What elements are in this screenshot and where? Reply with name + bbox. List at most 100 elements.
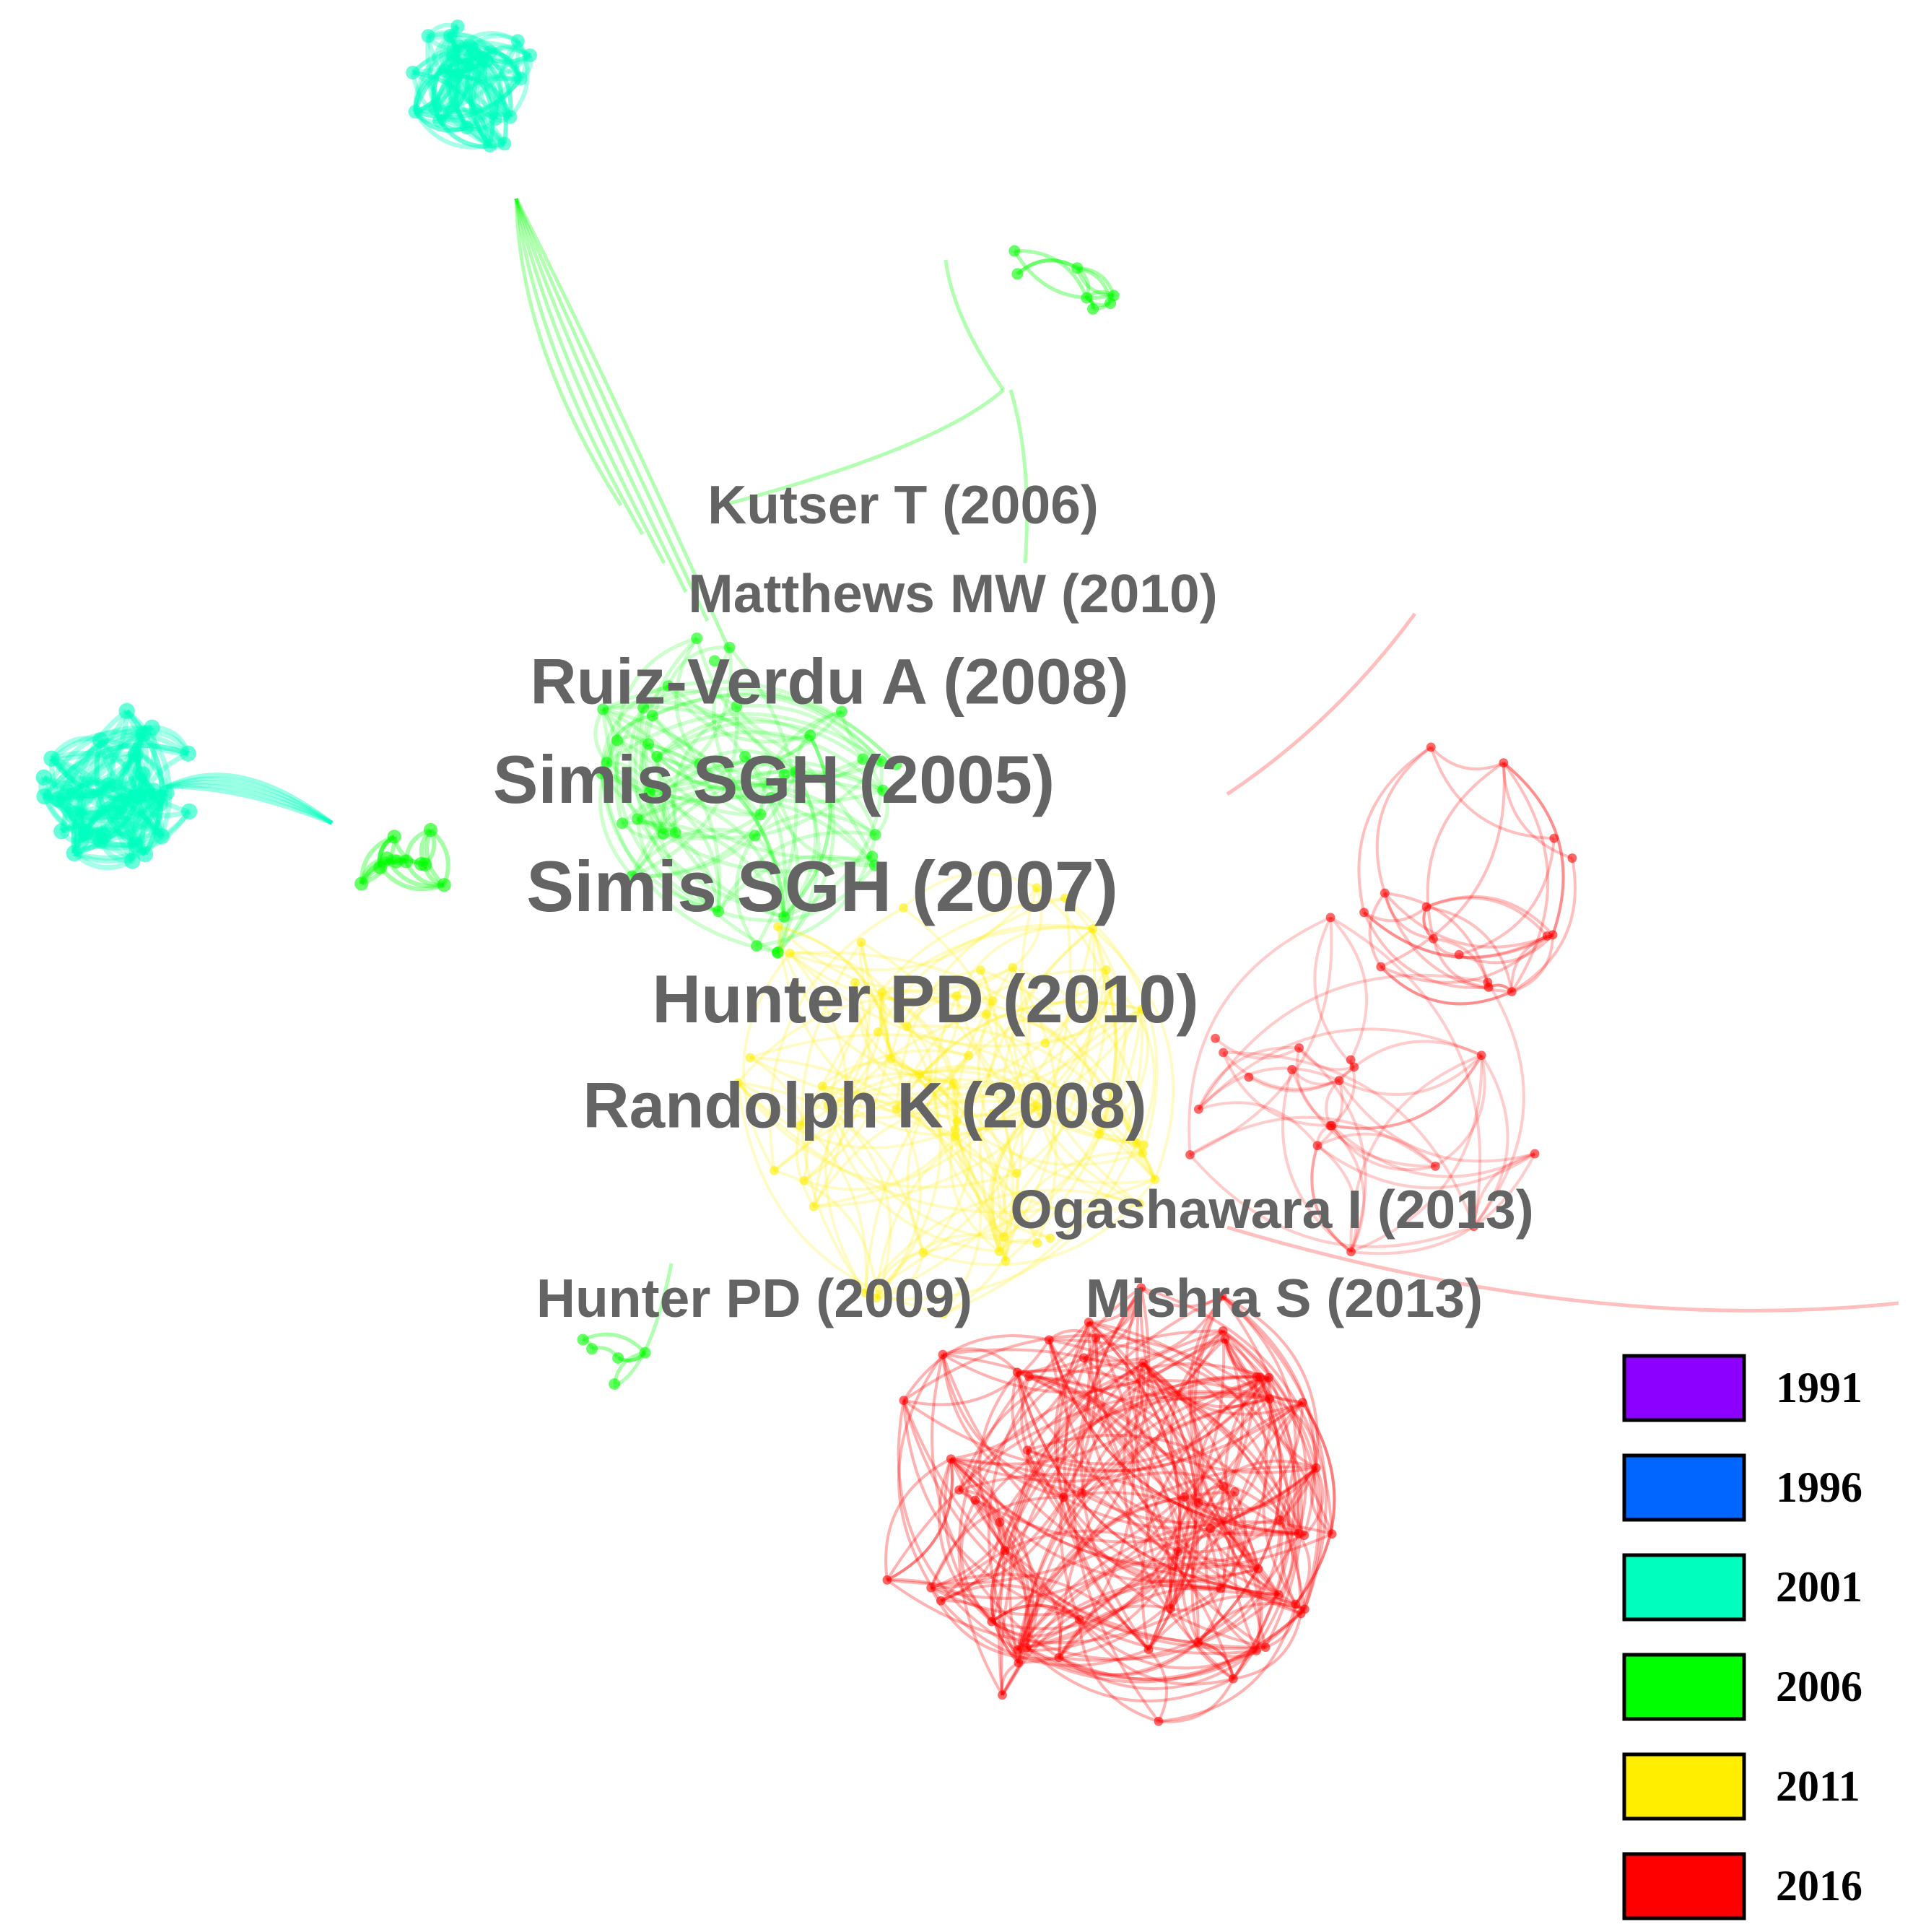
edge [1084, 1295, 1224, 1363]
node [1040, 1038, 1050, 1048]
node-label: Randolph K (2008) [583, 1069, 1146, 1141]
edge [1510, 934, 1548, 992]
edge [853, 983, 920, 1076]
node [107, 804, 124, 821]
edge [1083, 1357, 1261, 1401]
node [1311, 1463, 1321, 1473]
edge [1087, 1322, 1280, 1596]
node [354, 876, 369, 891]
edge [775, 771, 821, 954]
edge [655, 754, 785, 791]
edge [471, 59, 492, 147]
edge [789, 887, 1038, 972]
edge [1089, 1287, 1143, 1324]
node [1346, 1247, 1356, 1257]
edge [1268, 1397, 1318, 1468]
edge [716, 830, 876, 913]
node [1287, 1065, 1297, 1074]
node [523, 48, 537, 63]
edge [649, 790, 786, 918]
edge [1026, 1450, 1064, 1499]
node [513, 71, 528, 86]
node [1032, 883, 1042, 893]
node [134, 766, 151, 783]
edge [938, 1458, 993, 1623]
node [1426, 742, 1436, 752]
node [860, 1288, 871, 1298]
edge [666, 645, 730, 687]
node [637, 702, 650, 714]
edge [940, 1583, 1081, 1621]
legend-label: 2006 [1776, 1663, 1862, 1710]
edge [1080, 1337, 1226, 1494]
node [1193, 1104, 1203, 1114]
edge [55, 731, 144, 801]
node [745, 1053, 755, 1063]
edge [1087, 1320, 1182, 1650]
edge [1188, 916, 1331, 1155]
edge [931, 1572, 1150, 1651]
edge [1177, 1467, 1318, 1554]
edge [800, 941, 867, 1294]
edge [1221, 1295, 1297, 1680]
edge [1473, 981, 1525, 1227]
edge [942, 1009, 1144, 1315]
edge [514, 197, 731, 651]
node [1218, 1326, 1228, 1336]
edge [943, 1458, 1028, 1649]
node [53, 823, 70, 840]
edge [601, 771, 666, 835]
edge [1158, 1604, 1297, 1723]
edge [1134, 1362, 1267, 1649]
edge [952, 1082, 1156, 1185]
edge [1380, 965, 1513, 1006]
edge [456, 73, 513, 118]
edge [941, 1354, 1082, 1495]
edge [777, 925, 893, 1059]
node [153, 828, 170, 845]
edge [655, 716, 811, 758]
edge [1310, 1145, 1352, 1253]
edge [1350, 1055, 1483, 1253]
edge [949, 1121, 1001, 1253]
edge [97, 739, 161, 806]
edge [1058, 1641, 1200, 1676]
node [449, 69, 464, 83]
node [857, 753, 869, 765]
edge [795, 1085, 824, 1208]
edge [788, 952, 849, 1208]
node [1077, 1489, 1086, 1498]
edge [637, 817, 720, 912]
node [639, 1346, 651, 1359]
edge [1026, 1496, 1186, 1650]
edge [1012, 966, 1144, 1154]
edge [1016, 1579, 1302, 1651]
edge [942, 1348, 1300, 1534]
edge [812, 1012, 987, 1207]
edge [959, 1499, 993, 1623]
edge [165, 773, 334, 825]
node [596, 767, 608, 780]
node [616, 817, 629, 830]
node [1567, 853, 1577, 863]
edge [940, 1522, 1002, 1603]
edge [43, 752, 138, 787]
edge [1214, 1037, 1300, 1060]
edge [628, 707, 665, 835]
edge [1362, 911, 1489, 990]
edge [1091, 928, 1175, 1180]
edge [602, 679, 898, 766]
edge [414, 45, 472, 114]
node [1499, 758, 1509, 768]
node [92, 832, 109, 849]
node [642, 738, 655, 750]
edge [1380, 935, 1548, 984]
edge [1196, 1376, 1270, 1503]
edge [790, 951, 1156, 1180]
node [790, 766, 802, 778]
edge [953, 1136, 1051, 1240]
edge [605, 713, 653, 763]
node [914, 1069, 924, 1079]
node [1507, 987, 1517, 996]
edge [822, 969, 1108, 1097]
